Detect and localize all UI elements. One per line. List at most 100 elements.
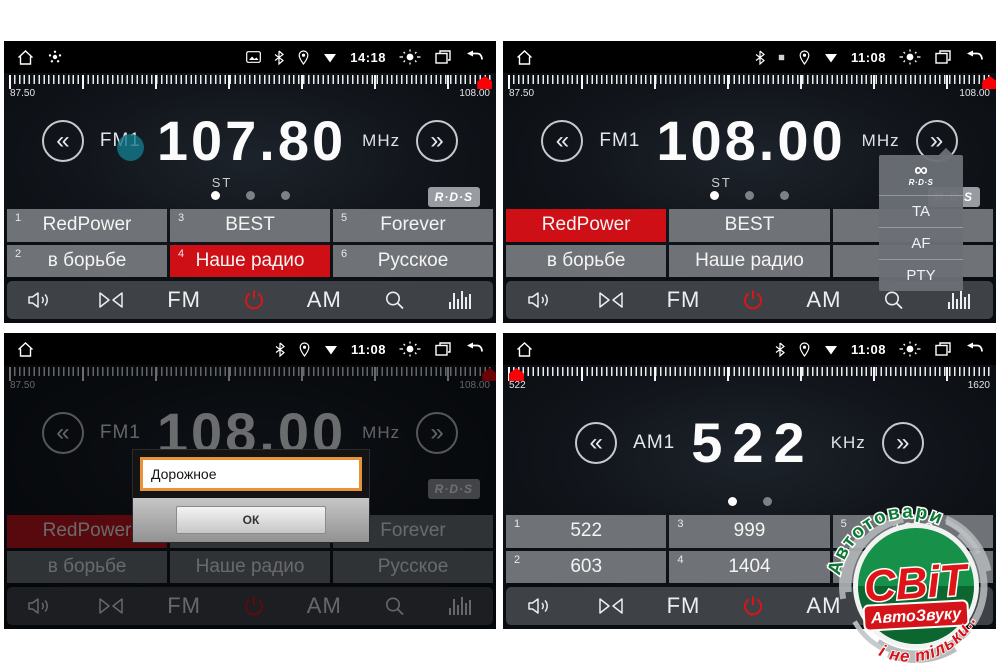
- preset-button-4[interactable]: Наше радио: [669, 244, 830, 277]
- scale-min-label: 522: [509, 380, 526, 391]
- location-icon[interactable]: [798, 341, 811, 357]
- page-dot[interactable]: [210, 191, 220, 200]
- scale-max-label: 108.00: [459, 88, 490, 99]
- equalizer-icon[interactable]: [447, 289, 473, 311]
- seek-up-button[interactable]: »: [416, 120, 459, 162]
- page-dot[interactable]: [745, 191, 754, 200]
- power-icon[interactable]: [741, 288, 765, 312]
- recent-apps-icon[interactable]: [434, 341, 452, 357]
- recent-apps-icon[interactable]: [934, 341, 952, 357]
- tuning-marker[interactable]: [508, 368, 524, 381]
- preset-button-4[interactable]: 4 Наше радио: [170, 244, 330, 277]
- search-icon[interactable]: [882, 289, 905, 312]
- preset-button-4[interactable]: 4 1404: [669, 550, 830, 583]
- scan-icon[interactable]: [96, 289, 126, 311]
- brightness-icon[interactable]: [899, 49, 921, 65]
- seek-up-button[interactable]: »: [881, 422, 924, 464]
- page-dot[interactable]: [710, 191, 719, 200]
- page-dot[interactable]: [762, 497, 772, 506]
- radio-panel-fm-10780: 14:18 87.50 108.00 « FM1 107.80 MHz: [4, 41, 496, 323]
- preset-button-2[interactable]: в борьбе: [506, 244, 667, 277]
- status-bar: 11:08: [503, 333, 996, 365]
- scale-min-label: 87.50: [10, 88, 36, 99]
- location-icon[interactable]: [298, 341, 311, 357]
- brightness-icon[interactable]: [399, 49, 421, 65]
- scan-icon[interactable]: [596, 595, 626, 617]
- preset-button-3[interactable]: 3 999: [669, 515, 830, 548]
- bluetooth-icon[interactable]: [275, 342, 285, 357]
- seek-down-button[interactable]: «: [575, 422, 618, 464]
- preset-button-3[interactable]: BEST: [669, 209, 830, 242]
- preset-button-1[interactable]: RedPower: [506, 209, 667, 242]
- shop-logo-watermark: Автотовари СВіТ АвтоЗвуку і не тільки...: [823, 474, 1000, 666]
- page-dot[interactable]: [727, 497, 737, 506]
- home-icon[interactable]: [16, 49, 35, 66]
- page-dot[interactable]: [245, 191, 255, 200]
- preset-button-1[interactable]: 1 RedPower: [7, 209, 167, 242]
- home-icon[interactable]: [515, 49, 534, 66]
- search-icon[interactable]: [383, 289, 406, 312]
- location-icon[interactable]: [798, 49, 811, 65]
- am-band-button[interactable]: AM: [806, 287, 842, 312]
- radio-toolbar: FM AM: [7, 281, 493, 319]
- menu-item-pty[interactable]: PTY: [879, 259, 963, 291]
- seek-down-button[interactable]: «: [41, 120, 84, 162]
- power-icon[interactable]: [242, 288, 266, 312]
- tuning-marker[interactable]: [982, 76, 996, 89]
- wifi-icon[interactable]: [824, 344, 838, 355]
- am-band-button[interactable]: AM: [306, 287, 342, 312]
- scale-max-label: 108.00: [959, 88, 990, 99]
- wifi-icon[interactable]: [323, 52, 337, 63]
- page-dot[interactable]: [780, 191, 789, 200]
- home-icon[interactable]: [515, 341, 534, 358]
- bluetooth-icon[interactable]: [755, 50, 765, 65]
- page-dot[interactable]: [280, 191, 290, 200]
- recent-apps-icon[interactable]: [434, 49, 452, 65]
- menu-item-ta[interactable]: TA: [879, 195, 963, 227]
- preset-button-2[interactable]: 2 603: [506, 550, 667, 583]
- preset-button-3[interactable]: 3 BEST: [170, 209, 330, 242]
- rds-logo-icon[interactable]: ∞ R·D·S: [908, 160, 934, 187]
- back-icon[interactable]: [465, 342, 484, 357]
- location-icon[interactable]: [297, 49, 310, 65]
- fm-band-button[interactable]: FM: [666, 593, 701, 618]
- preset-button-1[interactable]: 1 522: [506, 515, 667, 548]
- radio-panel-fm-dialog: 11:08 87.50 108.00 « FM1 108.00 MHz »: [4, 333, 496, 629]
- fm-band-button[interactable]: FM: [167, 287, 201, 312]
- volume-icon[interactable]: [27, 289, 55, 311]
- preset-button-6[interactable]: 6 Русское: [333, 244, 493, 277]
- preset-button-5[interactable]: 5 Forever: [333, 209, 493, 242]
- settings-gear-icon[interactable]: [48, 50, 62, 64]
- power-icon[interactable]: [741, 594, 765, 618]
- station-name-input[interactable]: [140, 457, 362, 491]
- home-icon[interactable]: [16, 341, 35, 358]
- frequency-value: 522: [691, 411, 815, 474]
- brightness-icon[interactable]: [399, 341, 421, 357]
- wifi-icon[interactable]: [824, 52, 838, 63]
- volume-icon[interactable]: [527, 289, 555, 311]
- back-icon[interactable]: [965, 342, 984, 357]
- bluetooth-icon[interactable]: [274, 50, 285, 65]
- wifi-icon[interactable]: [324, 344, 338, 355]
- menu-item-af[interactable]: AF: [879, 227, 963, 259]
- tuning-marker[interactable]: [477, 76, 493, 89]
- recent-apps-icon[interactable]: [934, 49, 952, 65]
- brightness-icon[interactable]: [899, 341, 921, 357]
- frequency-scale[interactable]: 87.50 108.00: [503, 73, 996, 103]
- seek-down-button[interactable]: «: [541, 120, 584, 162]
- screenshot-notification-icon[interactable]: [246, 51, 262, 63]
- back-icon[interactable]: [465, 50, 484, 65]
- frequency-scale[interactable]: 522 1620: [503, 365, 996, 395]
- equalizer-icon[interactable]: [946, 289, 972, 311]
- am-band-button[interactable]: AM: [806, 593, 842, 618]
- fm-band-button[interactable]: FM: [666, 287, 701, 312]
- bluetooth-icon[interactable]: [775, 342, 785, 357]
- back-icon[interactable]: [965, 50, 984, 65]
- status-clock: 14:18: [350, 49, 386, 65]
- scale-max-label: 1620: [967, 380, 990, 391]
- scan-icon[interactable]: [596, 289, 626, 311]
- ok-button[interactable]: ОК: [176, 506, 326, 534]
- frequency-scale[interactable]: 87.50 108.00: [4, 73, 496, 103]
- volume-icon[interactable]: [527, 595, 555, 617]
